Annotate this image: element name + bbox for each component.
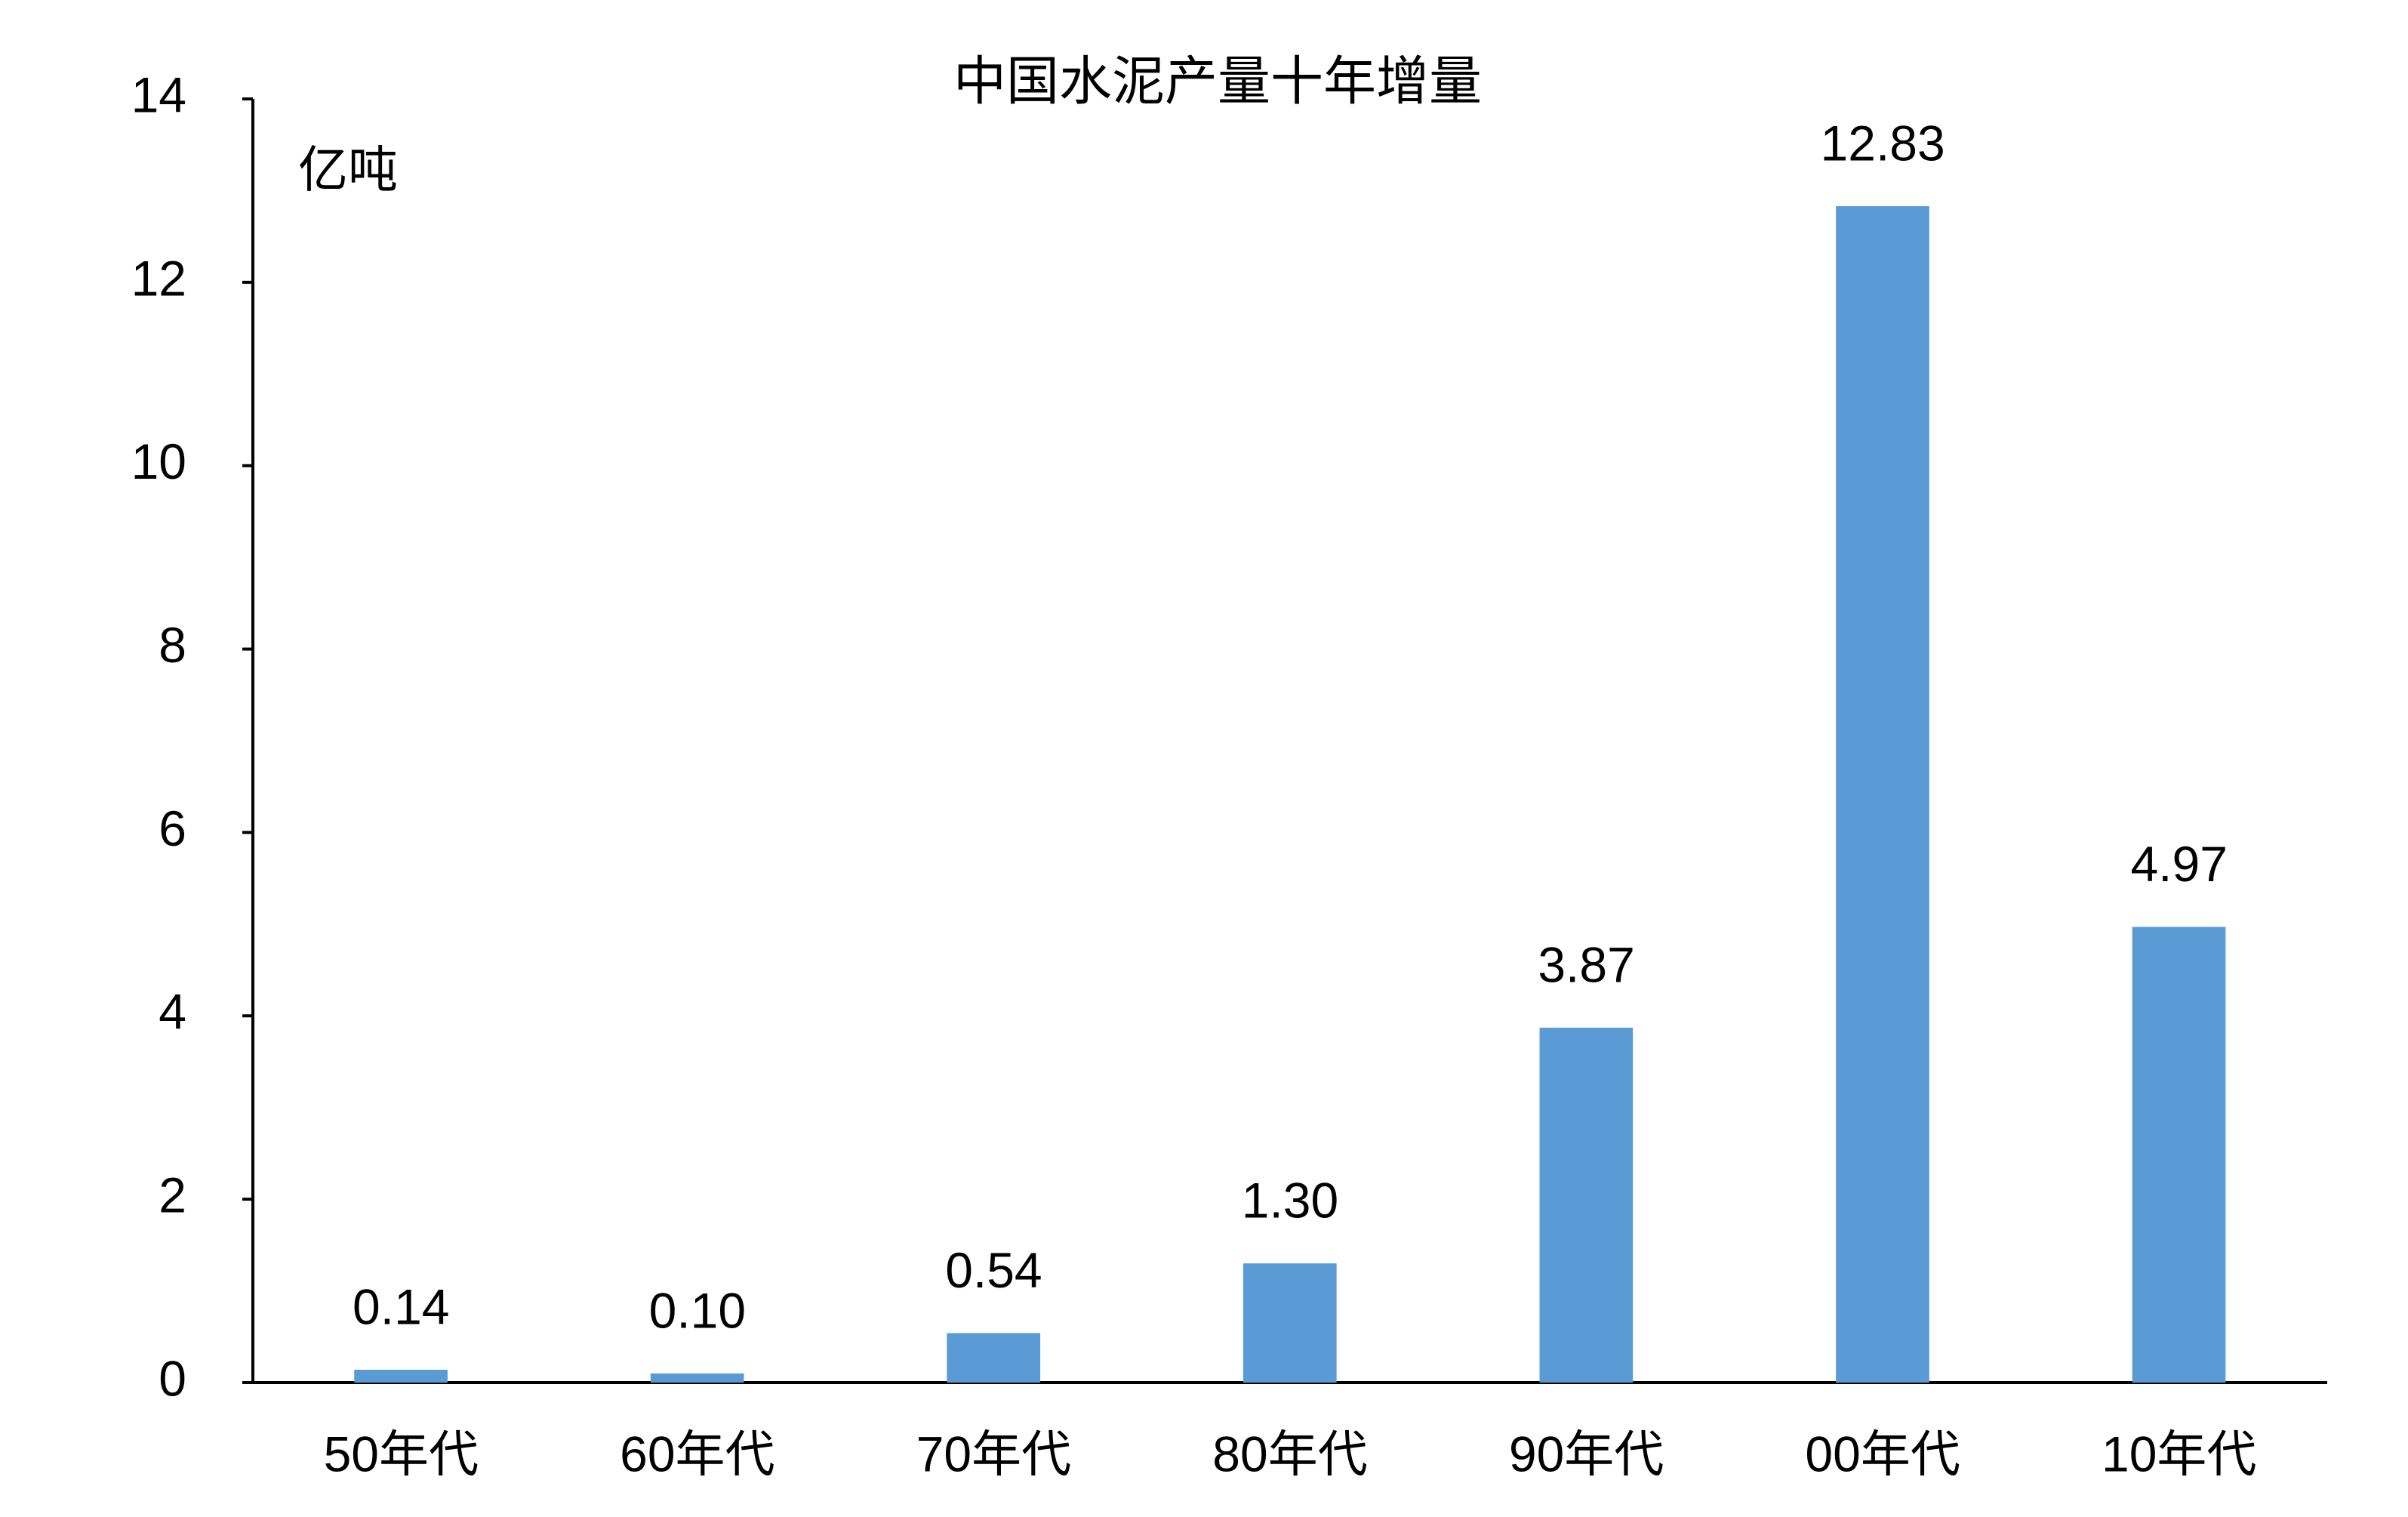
x-tick-label: 00年代	[1805, 1426, 1960, 1482]
y-tick-label: 12	[131, 250, 186, 306]
value-label: 0.14	[353, 1278, 449, 1334]
x-tick-label: 50年代	[324, 1426, 479, 1482]
y-tick-label: 0	[159, 1350, 186, 1406]
bar	[1242, 1263, 1337, 1383]
y-tick-label: 10	[131, 433, 186, 489]
bar	[947, 1333, 1041, 1383]
value-label: 4.97	[2130, 836, 2227, 892]
bar	[2132, 927, 2226, 1383]
bar	[354, 1370, 448, 1383]
value-label: 3.87	[1538, 937, 1634, 993]
y-tick-label: 8	[159, 617, 186, 673]
y-tick-label: 4	[159, 984, 186, 1040]
x-tick-label: 90年代	[1509, 1426, 1664, 1482]
y-tick-label: 6	[159, 800, 186, 856]
x-tick-label: 10年代	[2102, 1426, 2256, 1482]
value-label: 0.10	[649, 1282, 746, 1338]
x-tick-label: 70年代	[916, 1426, 1071, 1482]
bar	[1539, 1028, 1634, 1383]
bar	[650, 1373, 744, 1383]
y-tick-label: 2	[159, 1167, 186, 1223]
x-tick-label: 60年代	[620, 1426, 774, 1482]
value-label: 12.83	[1821, 116, 1945, 171]
bar	[1836, 206, 1929, 1383]
value-label: 0.54	[945, 1242, 1042, 1298]
y-axis-unit: 亿吨	[298, 141, 398, 197]
value-label: 1.30	[1242, 1173, 1338, 1229]
x-tick-label: 80年代	[1212, 1426, 1367, 1482]
chart-title: 中国水泥产量十年增量	[953, 51, 1482, 110]
y-tick-label: 14	[131, 66, 186, 122]
